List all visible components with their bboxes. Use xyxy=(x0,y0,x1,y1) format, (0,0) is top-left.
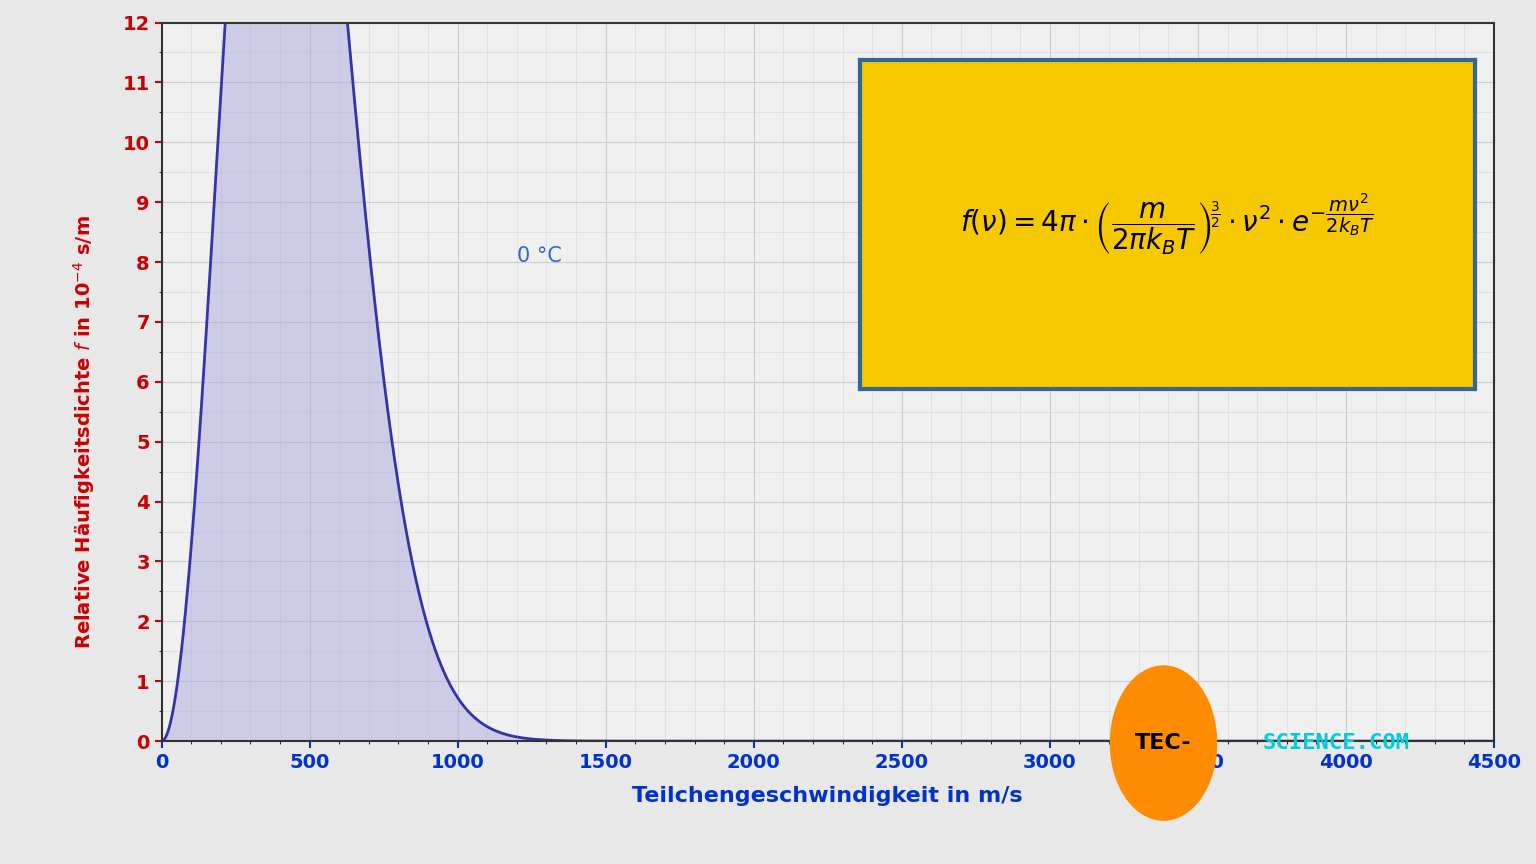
Ellipse shape xyxy=(1109,665,1217,821)
Text: $f(\nu)=4\pi\cdot\left(\dfrac{m}{2\pi k_B T}\right)^{\!\frac{3}{2}}\cdot\nu^2\cd: $f(\nu)=4\pi\cdot\left(\dfrac{m}{2\pi k_… xyxy=(960,192,1375,257)
Text: Relative Häufigkeitsdichte $\it{f}$ in 10$^{-4}$ s/m: Relative Häufigkeitsdichte $\it{f}$ in 1… xyxy=(72,215,97,649)
Text: TEC-: TEC- xyxy=(1135,733,1192,753)
X-axis label: Teilchengeschwindigkeit in m/s: Teilchengeschwindigkeit in m/s xyxy=(633,785,1023,806)
Text: SCIENCE.COM: SCIENCE.COM xyxy=(1263,733,1410,753)
Text: 0 °C: 0 °C xyxy=(518,246,562,266)
